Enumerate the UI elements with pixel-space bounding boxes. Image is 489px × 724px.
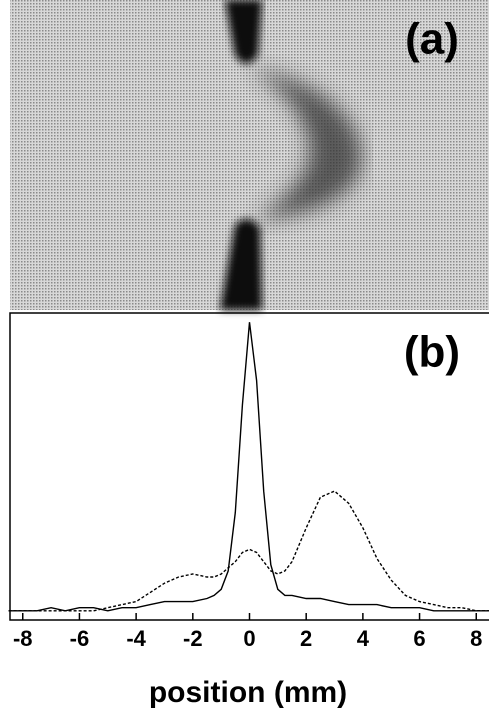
x-tick-label: -8 — [13, 626, 33, 651]
x-tick-label: 6 — [413, 626, 425, 651]
image-panel: (a) — [10, 0, 489, 310]
data-line — [9, 491, 489, 611]
panel-label: (b) — [404, 328, 460, 377]
x-tick-label: 8 — [470, 626, 482, 651]
x-tick-label: -2 — [183, 626, 203, 651]
x-axis-label: position (mm) — [149, 676, 347, 709]
x-tick-label: 0 — [243, 626, 255, 651]
chart: (b) position (mm) -8 -6 -4 -2 0 2 4 6 8 — [9, 313, 489, 709]
x-tick-label: -6 — [70, 626, 90, 651]
figure: (a) (b) position (mm) -8 -6 -4 -2 0 2 4 6 8 — [0, 0, 489, 724]
x-tick-label: 2 — [300, 626, 312, 651]
x-tick-label: -4 — [126, 626, 146, 651]
x-tick-label: 4 — [357, 626, 370, 651]
panel-label: (a) — [405, 15, 459, 64]
